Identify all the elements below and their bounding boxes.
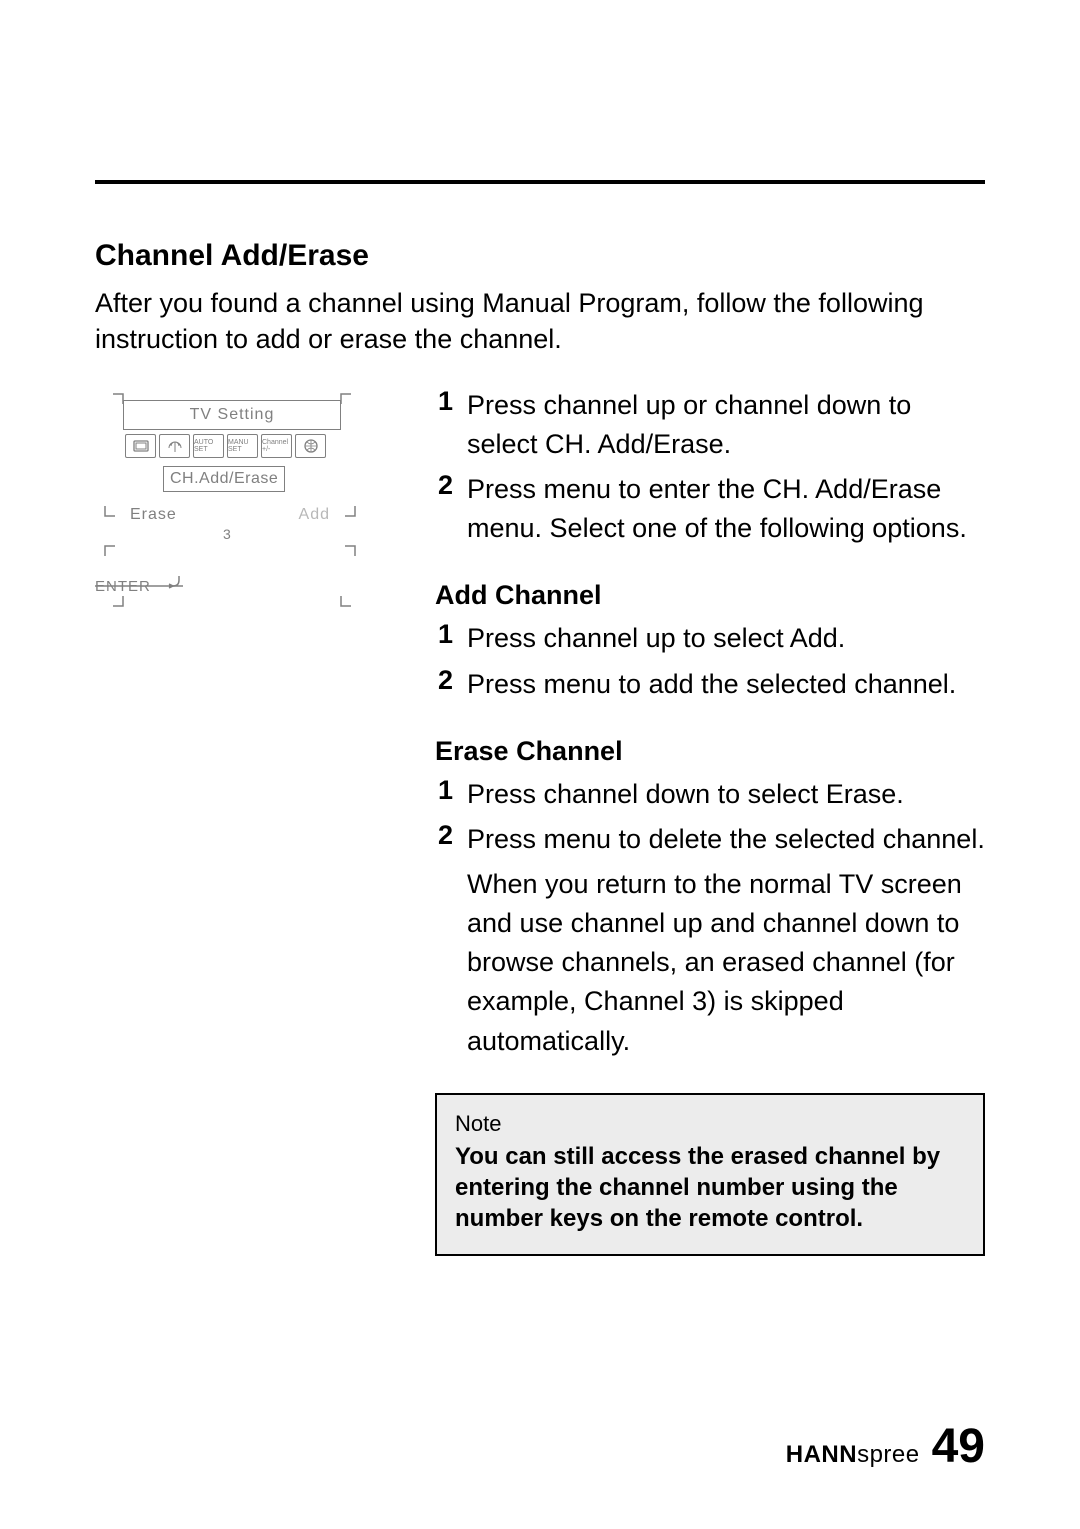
step-number: 1	[435, 619, 453, 658]
intro-paragraph: After you found a channel using Manual P…	[95, 285, 985, 358]
osd-ch-add-erase: CH.Add/Erase	[163, 466, 285, 492]
brand-bold: HANN	[786, 1441, 857, 1468]
erase-channel-heading: Erase Channel	[435, 736, 985, 767]
osd-icon-row: AUTO SET MANU SET Channel +/-	[125, 434, 326, 458]
step-text: Press menu to enter the CH. Add/Erase me…	[467, 470, 985, 548]
step-number: 2	[435, 470, 453, 548]
autoset-icon: AUTO SET	[193, 434, 224, 458]
brand-light: spree	[857, 1441, 920, 1468]
osd-add-label: Add	[299, 506, 330, 524]
page-number: 49	[932, 1419, 985, 1474]
step-text: Press menu to add the selected channel.	[467, 665, 985, 704]
channel-pm-icon: Channel +/-	[261, 434, 292, 458]
erase-steps-list: 1 Press channel down to select Erase. 2 …	[435, 775, 985, 859]
add-steps-list: 1 Press channel up to select Add. 2 Pres…	[435, 619, 985, 703]
step-text: Press menu to delete the selected channe…	[467, 820, 985, 859]
erase-followup-text: When you return to the normal TV screen …	[467, 865, 985, 1061]
note-box: Note You can still access the erased cha…	[435, 1093, 985, 1257]
page-footer: HANNspree 49	[786, 1419, 985, 1474]
list-item: 2 Press menu to add the selected channel…	[435, 665, 985, 704]
add-channel-heading: Add Channel	[435, 580, 985, 611]
tv-icon	[125, 434, 156, 458]
osd-diagram: TV Setting AUTO SET MANU SET Channel +/-	[95, 386, 360, 616]
note-title: Note	[455, 1111, 965, 1137]
osd-title: TV Setting	[123, 400, 341, 430]
osd-enter-label: ENTER	[95, 578, 151, 595]
list-item: 1 Press channel up to select Add.	[435, 619, 985, 658]
step-number: 1	[435, 386, 453, 464]
note-body: You can still access the erased channel …	[455, 1141, 965, 1235]
antenna-icon	[159, 434, 190, 458]
manuset-icon: MANU SET	[227, 434, 258, 458]
step-text: Press channel up or channel down to sele…	[467, 386, 985, 464]
main-steps-list: 1 Press channel up or channel down to se…	[435, 386, 985, 549]
osd-channel-number: 3	[223, 526, 231, 542]
osd-erase-label: Erase	[130, 506, 177, 524]
step-text: Press channel up to select Add.	[467, 619, 985, 658]
list-item: 2 Press menu to delete the selected chan…	[435, 820, 985, 859]
list-item: 1 Press channel down to select Erase.	[435, 775, 985, 814]
divider	[95, 180, 985, 184]
brand-logo: HANNspree	[786, 1441, 920, 1469]
step-number: 1	[435, 775, 453, 814]
list-item: 1 Press channel up or channel down to se…	[435, 386, 985, 464]
list-item: 2 Press menu to enter the CH. Add/Erase …	[435, 470, 985, 548]
step-number: 2	[435, 820, 453, 859]
instructions-column: 1 Press channel up or channel down to se…	[435, 386, 985, 1256]
step-number: 2	[435, 665, 453, 704]
step-text: Press channel down to select Erase.	[467, 775, 985, 814]
globe-icon	[295, 434, 326, 458]
section-heading: Channel Add/Erase	[95, 239, 985, 273]
